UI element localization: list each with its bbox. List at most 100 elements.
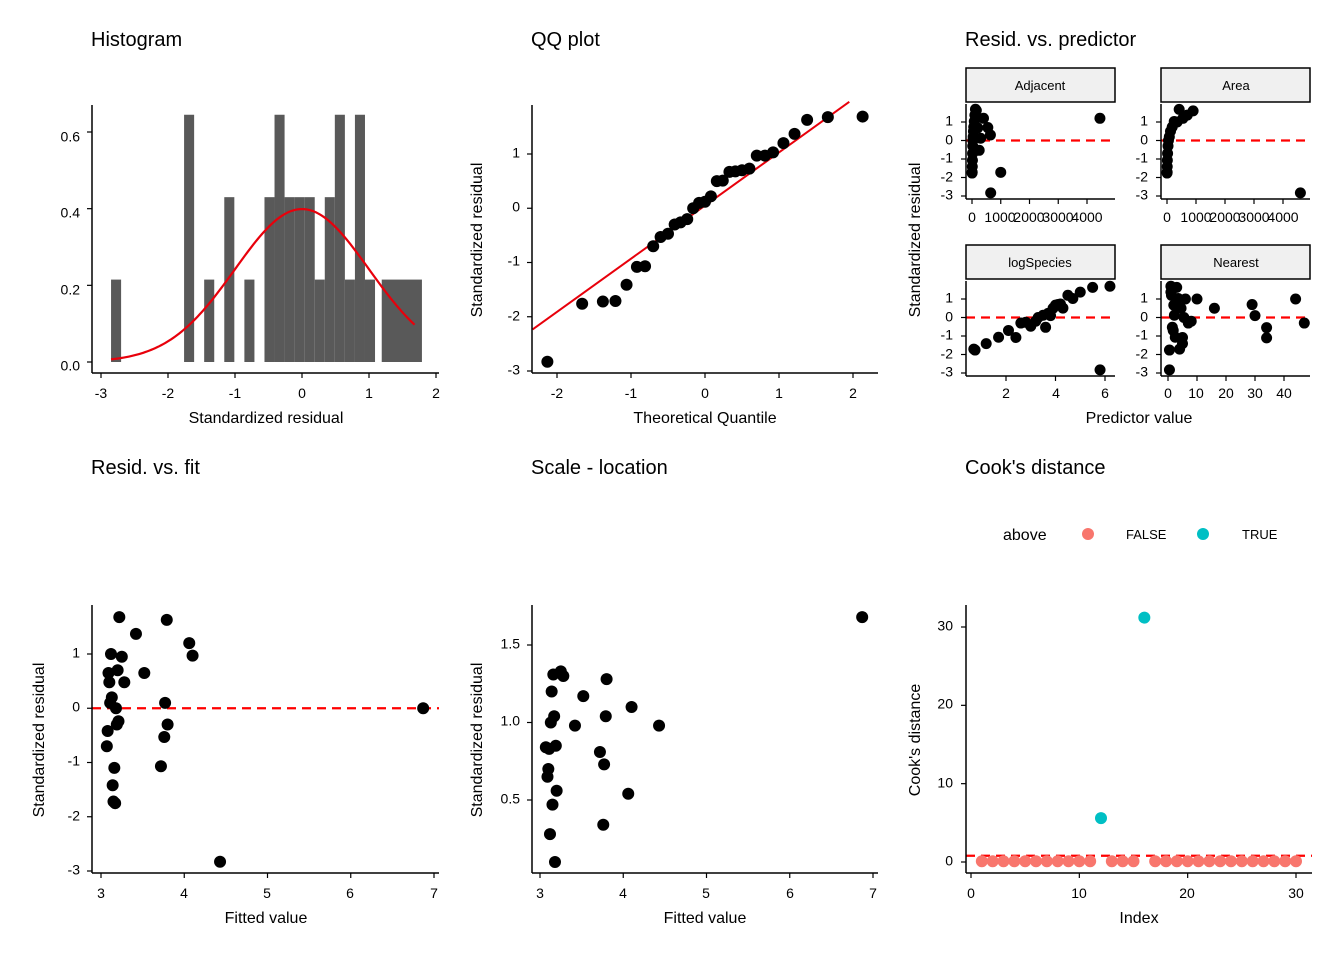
- cooks-point: [1105, 855, 1118, 868]
- resid-fit-panel: Resid. vs. fit -3 -2 -1 0 1 3 4 5 6 7 Fi…: [31, 457, 439, 927]
- resid-fit-point: [103, 676, 116, 689]
- facet-point: [1087, 281, 1099, 293]
- facet-ytick: -1: [1136, 150, 1149, 166]
- cooks-point: [1181, 855, 1194, 868]
- resid-fit-xtick: 6: [346, 885, 354, 901]
- facet-point: [1175, 302, 1187, 314]
- facet-xtick: 20: [1218, 385, 1234, 401]
- qq-point: [662, 227, 674, 240]
- facet-ytick: 0: [945, 309, 953, 325]
- scale-location-point: [542, 763, 555, 775]
- resid-fit-xtick: 7: [430, 885, 438, 901]
- cooks-y-label: Cook's distance: [907, 684, 924, 797]
- facet-xtick: 0: [1163, 209, 1171, 225]
- resid-fit-point: [111, 664, 124, 677]
- resid-predictor-title: Resid. vs. predictor: [965, 29, 1137, 51]
- facet-point: [1246, 299, 1258, 311]
- cooks-point: [1030, 855, 1042, 868]
- cooks-xtick: 30: [1288, 885, 1304, 901]
- histogram-bar: [244, 279, 255, 362]
- histogram-normal-curve: [110, 207, 416, 361]
- scale-location-points: [539, 611, 869, 868]
- facet-adjacent: [961, 103, 1115, 204]
- cooks-point: [986, 855, 999, 868]
- facet-ytick: -3: [1136, 364, 1149, 380]
- resid-fit-point: [112, 715, 125, 728]
- scale-location-point: [622, 787, 635, 800]
- facet-xtick: 4: [1052, 385, 1060, 401]
- scale-location-x-label: Fitted value: [664, 910, 747, 927]
- resid-fit-point: [100, 740, 113, 753]
- scale-location-ytick: 0.5: [501, 791, 521, 807]
- resid-fit-point: [101, 725, 114, 738]
- histogram-xtick: 0: [298, 385, 306, 401]
- facet-ytick: -1: [941, 150, 954, 166]
- facet-point: [1208, 302, 1220, 314]
- histogram-bar: [304, 197, 315, 362]
- resid-fit-point: [113, 611, 126, 624]
- facet-xtick: 1000: [984, 209, 1015, 225]
- scale-location-point: [653, 719, 666, 732]
- scale-location-ytick: 1.5: [501, 636, 521, 652]
- facet-point: [1057, 302, 1069, 314]
- facet-ytick: 0: [1140, 132, 1148, 148]
- qq-xtick: 2: [849, 385, 857, 401]
- scale-location-point: [593, 745, 606, 758]
- facet-point: [1294, 187, 1306, 199]
- scale-location-x-ticks: 3 4 5 6 7: [536, 885, 877, 901]
- facet-point: [1171, 281, 1183, 293]
- qq-ytick: 1: [512, 145, 520, 161]
- resid-fit-x-label: Fitted value: [225, 910, 308, 927]
- facet-point: [1074, 286, 1086, 298]
- cooks-point: [1160, 855, 1172, 868]
- facet-point: [975, 132, 987, 144]
- facet-point: [1168, 309, 1180, 321]
- histogram-bar: [264, 197, 275, 362]
- resid-fit-point: [159, 696, 172, 709]
- facet-ytick: -2: [941, 346, 954, 362]
- cooks-legend-true: TRUE: [1242, 527, 1278, 542]
- facet-ytick: -1: [941, 327, 954, 343]
- qq-title: QQ plot: [531, 29, 600, 51]
- facet-point: [1104, 280, 1116, 292]
- facet-point: [1177, 331, 1188, 343]
- qq-x-ticks: -2 -1 0 1 2: [551, 385, 857, 401]
- resid-fit-xtick: 3: [97, 885, 105, 901]
- qq-point: [704, 190, 717, 203]
- resid-fit-xtick: 5: [263, 885, 271, 901]
- resid-fit-point: [102, 666, 115, 679]
- histogram-bar: [314, 279, 325, 362]
- facet-xtick: 0: [1164, 385, 1172, 401]
- cooks-xtick: 0: [967, 885, 975, 901]
- resid-fit-point: [158, 731, 171, 744]
- facet-ytick: 1: [945, 290, 953, 306]
- qq-point: [541, 355, 554, 368]
- qq-y-label: Standardized residual: [469, 163, 486, 318]
- facet-point: [1298, 317, 1310, 329]
- cooks-point: [1051, 855, 1064, 868]
- facet-xtick: 6: [1101, 385, 1109, 401]
- histogram-xtick: 1: [365, 385, 373, 401]
- facet-xtick: 0: [968, 209, 976, 225]
- facet-strip-adjacent: [965, 67, 1116, 103]
- resid-fit-points: [100, 611, 430, 868]
- facet-point: [1179, 293, 1191, 305]
- resid-fit-ytick: -3: [68, 862, 81, 878]
- histogram-bar: [204, 279, 215, 362]
- cooks-ytick: 0: [945, 853, 953, 869]
- histogram-x-ticks: -3 -2 -1 0 1 2: [95, 385, 440, 401]
- qq-xtick: -1: [625, 385, 638, 401]
- qq-point: [743, 162, 756, 175]
- resid-predictor-y-label: Standardized residual: [907, 163, 924, 318]
- facet-xtick: 40: [1276, 385, 1292, 401]
- scale-location-xtick: 5: [702, 885, 710, 901]
- scale-location-point: [549, 739, 562, 752]
- histogram-ytick: 0.4: [61, 205, 81, 221]
- histogram-ytick: 0.6: [61, 129, 81, 145]
- resid-fit-point: [104, 648, 117, 660]
- histogram-bar: [184, 114, 195, 362]
- facet-ytick: 1: [945, 113, 953, 129]
- resid-fit-point: [108, 761, 121, 774]
- qq-ytick: -3: [508, 362, 521, 378]
